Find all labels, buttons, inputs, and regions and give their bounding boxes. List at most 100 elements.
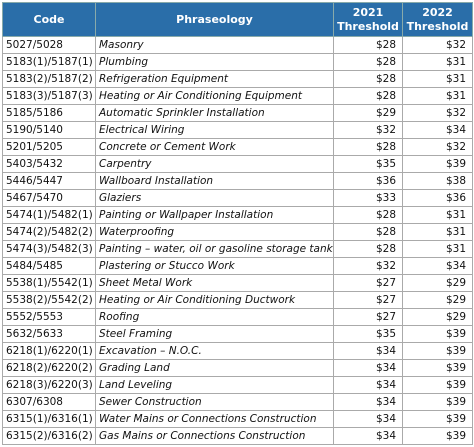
- table-cell: Wallboard Installation: [95, 172, 334, 190]
- table-cell: Land Leveling: [95, 376, 334, 394]
- table-row: 5474(1)/5482(1) Painting or Wallpaper Ins…: [2, 206, 473, 224]
- table-row: 5183(3)/5187(3) Heating or Air Conditioni…: [2, 87, 473, 105]
- table-cell: Heating or Air Conditioning Ductwork: [95, 291, 334, 309]
- table-cell: $34: [402, 257, 473, 275]
- table-cell: 5484/5485: [2, 257, 96, 275]
- table-cell: $39: [402, 359, 473, 377]
- table-cell: Plastering or Stucco Work: [95, 257, 334, 275]
- table-cell: $33: [333, 189, 403, 207]
- table-row: 5027/5028 Masonry $28 $32: [2, 36, 473, 54]
- table-cell: 5538(1)/5542(1): [2, 274, 96, 292]
- table-cell: $28: [333, 36, 403, 54]
- table-row: 6315(2)/6316(2) Gas Mains or Connections …: [2, 427, 473, 445]
- table-cell: $39: [402, 427, 473, 445]
- table-cell: $27: [333, 274, 403, 292]
- table-cell: 6315(1)/6316(1): [2, 410, 96, 428]
- table-cell: $28: [333, 206, 403, 224]
- table-cell: $38: [402, 172, 473, 190]
- table-cell: 5183(3)/5187(3): [2, 87, 96, 105]
- table-row: 6315(1)/6316(1) Water Mains or Connection…: [2, 410, 473, 428]
- table-cell: $34: [333, 393, 403, 411]
- table-cell: 5183(2)/5187(2): [2, 70, 96, 88]
- table-cell: 5185/5186: [2, 104, 96, 122]
- table-cell: $28: [333, 87, 403, 105]
- table-cell: Electrical Wiring: [95, 121, 334, 139]
- table-cell: $39: [402, 342, 473, 360]
- table-cell: $39: [402, 393, 473, 411]
- table-row: 6218(2)/6220(2) Grading Land $34 $39: [2, 359, 473, 377]
- table-cell: Refrigeration Equipment: [95, 70, 334, 88]
- column-header: 2022 Threshold: [402, 2, 473, 37]
- table-cell: $35: [333, 325, 403, 343]
- table-cell: Grading Land: [95, 359, 334, 377]
- table-row: 5183(2)/5187(2) Refrigeration Equipment $2…: [2, 70, 473, 88]
- table-cell: 5403/5432: [2, 155, 96, 173]
- table-row: 5201/5205 Concrete or Cement Work $28 $32: [2, 138, 473, 156]
- table-cell: Painting or Wallpaper Installation: [95, 206, 334, 224]
- table-cell: Masonry: [95, 36, 334, 54]
- table-cell: $28: [333, 223, 403, 241]
- table-cell: Heating or Air Conditioning Equipment: [95, 87, 334, 105]
- table-cell: 5027/5028: [2, 36, 96, 54]
- table-row: 5474(3)/5482(3) Painting – water, oil or …: [2, 240, 473, 258]
- table-cell: Automatic Sprinkler Installation: [95, 104, 334, 122]
- table-cell: 6218(2)/6220(2): [2, 359, 96, 377]
- header-row: Code Phraseology 2021 Threshold 2022 Thresh…: [2, 2, 473, 37]
- table-cell: 5474(1)/5482(1): [2, 206, 96, 224]
- table-cell: $31: [402, 223, 473, 241]
- table-cell: Sheet Metal Work: [95, 274, 334, 292]
- table-row: 5467/5470 Glaziers $33 $36: [2, 189, 473, 207]
- table-cell: 5632/5633: [2, 325, 96, 343]
- table-cell: $31: [402, 53, 473, 71]
- table-cell: $31: [402, 206, 473, 224]
- table-cell: 6218(3)/6220(3): [2, 376, 96, 394]
- table-row: 5190/5140 Electrical Wiring $32 $34: [2, 121, 473, 139]
- column-header: Phraseology: [95, 2, 334, 37]
- table-cell: $34: [333, 376, 403, 394]
- table-cell: $32: [333, 257, 403, 275]
- table-cell: Gas Mains or Connections Construction: [95, 427, 334, 445]
- table-cell: $34: [333, 427, 403, 445]
- table-cell: Glaziers: [95, 189, 334, 207]
- table-cell: $35: [333, 155, 403, 173]
- column-header: 2021 Threshold: [333, 2, 403, 37]
- table-row: 5185/5186 Automatic Sprinkler Installatio…: [2, 104, 473, 122]
- table-cell: $32: [402, 138, 473, 156]
- table-cell: $28: [333, 240, 403, 258]
- table-cell: $29: [333, 104, 403, 122]
- table-row: 5552/5553 Roofing $27 $29: [2, 308, 473, 326]
- table-cell: $39: [402, 155, 473, 173]
- table-cell: 6218(1)/6220(1): [2, 342, 96, 360]
- table-row: 5403/5432 Carpentry $35 $39: [2, 155, 473, 173]
- table-cell: $27: [333, 291, 403, 309]
- table-cell: 5474(3)/5482(3): [2, 240, 96, 258]
- table-cell: 5552/5553: [2, 308, 96, 326]
- table-cell: $32: [402, 36, 473, 54]
- table-cell: $31: [402, 240, 473, 258]
- table-row: 5538(2)/5542(2) Heating or Air Conditioni…: [2, 291, 473, 309]
- table-row: 5183(1)/5187(1) Plumbing $28 $31: [2, 53, 473, 71]
- table-cell: 5538(2)/5542(2): [2, 291, 96, 309]
- column-header: Code: [2, 2, 96, 37]
- table-cell: 5201/5205: [2, 138, 96, 156]
- table-cell: $28: [333, 53, 403, 71]
- table-cell: $27: [333, 308, 403, 326]
- table-cell: $34: [333, 410, 403, 428]
- table-row: 5632/5633 Steel Framing $35 $39: [2, 325, 473, 343]
- table-cell: $31: [402, 70, 473, 88]
- table-cell: Roofing: [95, 308, 334, 326]
- table-cell: 6315(2)/6316(2): [2, 427, 96, 445]
- table-row: 5538(1)/5542(1) Sheet Metal Work $27 $29: [2, 274, 473, 292]
- table-cell: $39: [402, 376, 473, 394]
- table-row: 5446/5447 Wallboard Installation $36 $38: [2, 172, 473, 190]
- table-body: 5027/5028 Masonry $28 $32 5183(1)/5187(1) Plu…: [2, 36, 473, 445]
- table-row: 6218(3)/6220(3) Land Leveling $34 $39: [2, 376, 473, 394]
- table-cell: $39: [402, 325, 473, 343]
- table-cell: Painting – water, oil or gasoline storag…: [95, 240, 334, 258]
- table-cell: $32: [402, 104, 473, 122]
- table-cell: 5474(2)/5482(2): [2, 223, 96, 241]
- table-cell: 5190/5140: [2, 121, 96, 139]
- table-cell: 5446/5447: [2, 172, 96, 190]
